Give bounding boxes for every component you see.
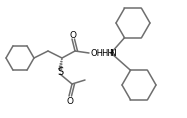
- Text: OH: OH: [91, 48, 104, 57]
- Text: N: N: [109, 48, 116, 57]
- Text: O: O: [70, 30, 76, 40]
- Text: O: O: [67, 97, 73, 105]
- Text: S: S: [57, 67, 63, 77]
- Text: HH: HH: [101, 48, 114, 57]
